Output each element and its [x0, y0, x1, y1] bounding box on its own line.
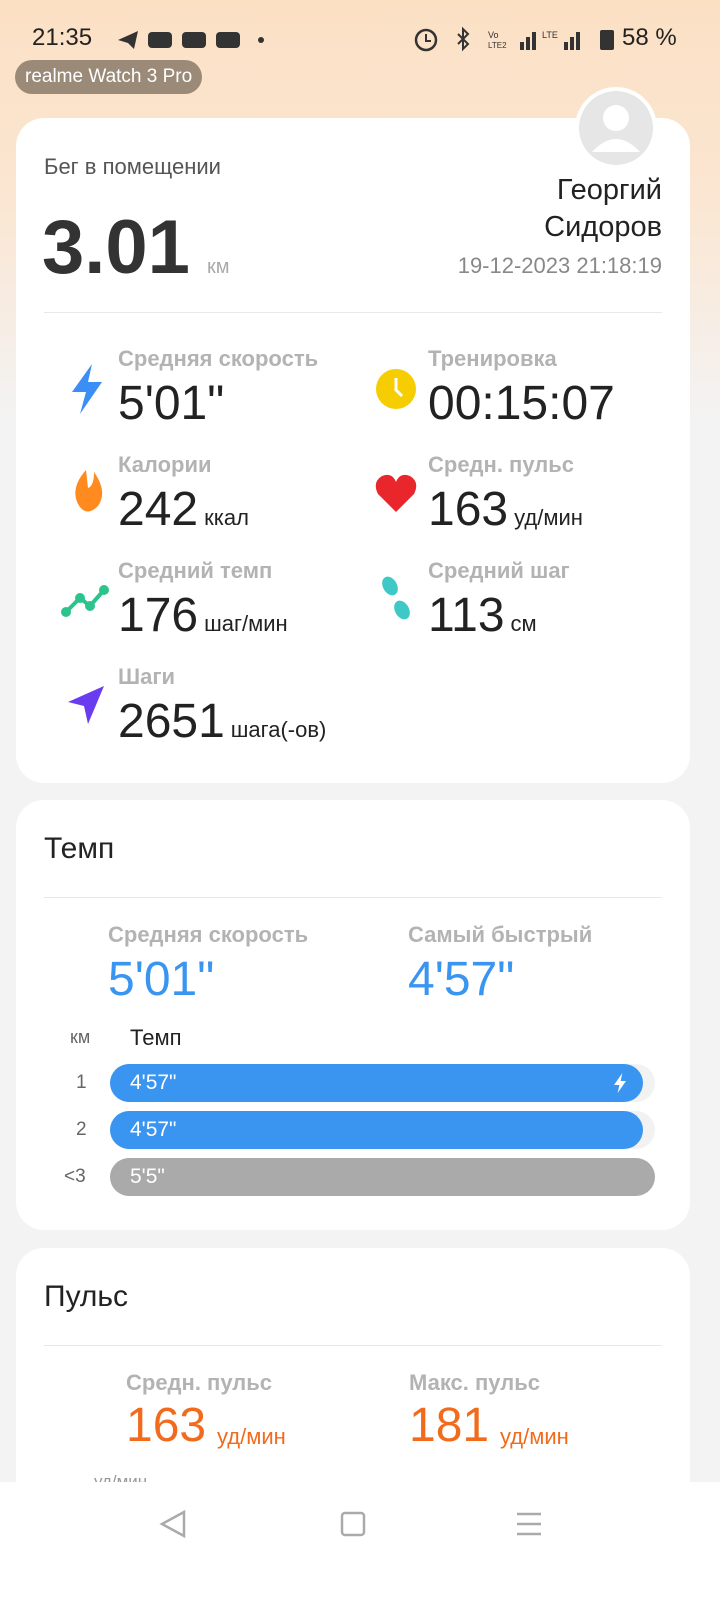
stat-value: 242	[118, 483, 199, 536]
split-km: 2	[76, 1119, 87, 1140]
distance: 3.01	[42, 205, 190, 290]
device-badge[interactable]: realme Watch 3 Pro	[15, 60, 203, 94]
stat-label: Тренировка	[428, 346, 557, 371]
activity-type: Бег в помещении	[44, 154, 221, 179]
stat-value: 113	[428, 589, 505, 642]
status-icons-left	[118, 31, 264, 49]
pace-fastest-value: 4'57"	[408, 953, 515, 1006]
nav-buttons	[159, 1509, 541, 1539]
stat-value-row: 5'01"	[118, 376, 224, 431]
stat-label: Средний темп	[118, 558, 273, 583]
status-battery: 58 %	[622, 24, 677, 51]
pulse-avg-value: 163	[126, 1399, 207, 1452]
svg-text:LTE: LTE	[542, 30, 558, 40]
stat-value-row: 163 уд/мин	[428, 482, 583, 537]
stat-value: 176	[118, 589, 199, 642]
summary-card	[16, 118, 690, 783]
user-first-name: Георгий	[556, 174, 662, 206]
stat-label: Средн. пульс	[428, 452, 575, 477]
pace-avg-label: Средняя скорость	[108, 922, 309, 947]
pulse-avg-label: Средн. пульс	[126, 1370, 273, 1395]
stat-value-row: 113 см	[428, 588, 537, 643]
nav-back[interactable]	[159, 1509, 186, 1539]
stat-unit: уд/мин	[514, 505, 583, 530]
pace-avg-value: 5'01"	[108, 953, 215, 1006]
split-km: <3	[64, 1166, 86, 1187]
stat-label: Средний шаг	[428, 558, 570, 583]
stats-icons-left	[61, 364, 109, 724]
workout-datetime: 19-12-2023 21:18:19	[457, 253, 662, 278]
stat-label: Средняя скорость	[118, 346, 319, 371]
stat-unit: см	[510, 611, 537, 636]
stat-label: Калории	[118, 452, 212, 477]
pulse-avg-unit: уд/мин	[217, 1424, 286, 1449]
column-pace: Темп	[130, 1025, 182, 1050]
pace-title: Темп	[44, 832, 115, 865]
stat-unit: шаг/мин	[204, 611, 288, 636]
divider	[44, 1345, 662, 1346]
divider	[44, 312, 662, 313]
stat-value-row: 2651 шага(-ов)	[118, 694, 326, 749]
split-km: 1	[76, 1072, 87, 1093]
pulse-max-value: 181	[409, 1399, 490, 1452]
stat-label: Шаги	[118, 664, 176, 689]
stat-value-row: 176 шаг/мин	[118, 588, 288, 643]
stat-unit: ккал	[204, 505, 249, 530]
user-last-name: Сидоров	[544, 211, 662, 243]
svg-text:Vo: Vo	[488, 30, 499, 40]
split-bar: 4'57"	[110, 1111, 643, 1149]
pace-fastest-label: Самый быстрый	[408, 922, 593, 947]
nav-menu[interactable]	[517, 1512, 541, 1536]
split-bar: 4'57"	[110, 1064, 643, 1102]
stat-value: 163	[428, 483, 509, 536]
stats-icons-right	[375, 369, 417, 620]
distance-unit: км	[207, 256, 230, 278]
stat-unit: шага(-ов)	[230, 717, 327, 742]
split-bar: 5'5"	[110, 1158, 655, 1196]
stat-value: 00:15:07	[428, 377, 615, 430]
stat-value: 5'01"	[118, 377, 225, 430]
pulse-max-label: Макс. пульс	[409, 1370, 540, 1395]
pulse-max-unit: уд/мин	[500, 1424, 569, 1449]
svg-text:LTE2: LTE2	[488, 41, 507, 50]
status-time: 21:35	[32, 24, 93, 51]
stat-value: 2651	[118, 695, 225, 748]
avatar[interactable]	[574, 86, 658, 170]
stat-value-row: 242 ккал	[118, 482, 249, 537]
navigation-bar	[0, 1482, 720, 1600]
column-km: км	[70, 1027, 91, 1047]
stat-value-row: 00:15:07	[428, 376, 615, 431]
divider	[44, 897, 662, 898]
nav-home[interactable]	[340, 1511, 366, 1537]
pulse-title: Пульс	[44, 1280, 129, 1313]
